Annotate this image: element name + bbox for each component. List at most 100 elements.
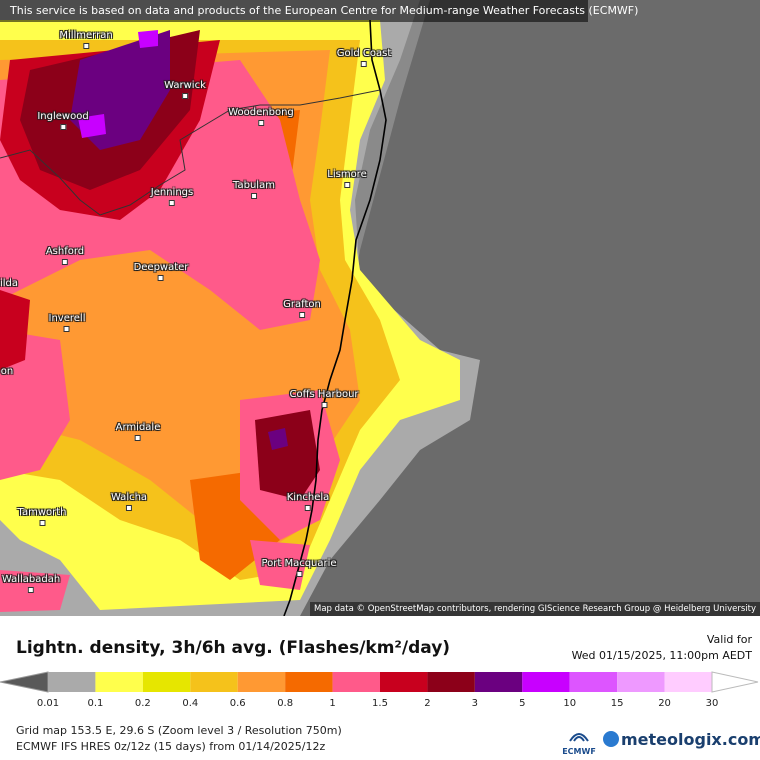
city-marker[interactable]: Kinchela [286, 492, 330, 511]
city-dot [181, 93, 188, 99]
map-data-attribution[interactable]: Map data © OpenStreetMap contributors, r… [310, 602, 760, 616]
city-label: Tamworth [17, 507, 67, 518]
city-dot [83, 43, 89, 49]
precip-purple-2 [268, 428, 288, 450]
precip-pink-4 [250, 540, 310, 590]
city-label: Kinchela [286, 492, 330, 503]
city-dot [304, 505, 311, 511]
city-dot [59, 124, 66, 130]
city-marker[interactable]: Ashford [46, 246, 84, 265]
map-canvas [0, 0, 480, 616]
meteologix-logo[interactable]: meteologix.com [603, 730, 760, 749]
city-marker[interactable]: Jennings [151, 187, 193, 206]
city-marker[interactable]: Grafton [283, 299, 321, 318]
precip-magenta-2 [138, 30, 158, 48]
city-dot [62, 259, 68, 265]
meteologix-text: meteologix.com [621, 730, 760, 749]
city-marker[interactable]: Millmerran [59, 30, 113, 49]
colorbar-swatch [522, 672, 570, 692]
colorbar-swatch [142, 672, 191, 692]
city-dot [126, 505, 132, 511]
city-label: Gold Coast [336, 48, 392, 59]
precip-pink-5 [0, 570, 70, 612]
legend-title: Lightn. density, 3h/6h avg. (Flashes/km²… [16, 638, 451, 658]
grid-info: Grid map 153.5 E, 29.6 S (Zoom level 3 /… [16, 724, 342, 737]
city-marker[interactable]: Tamworth [18, 507, 67, 526]
city-dot [27, 587, 34, 593]
city-marker[interactable]: on [1, 366, 13, 377]
colorbar-tick-label: 10 [563, 698, 577, 709]
city-label: Woodenbong [228, 107, 294, 118]
colorbar-arrow-high [711, 671, 759, 693]
city-label: Armidale [115, 422, 161, 433]
city-label: Ashford [45, 246, 85, 257]
city-marker[interactable]: Inverell [48, 313, 86, 332]
city-dot [250, 193, 257, 199]
city-label: Tabulam [233, 180, 275, 191]
coastline [283, 19, 387, 616]
colorbar-tick-label: 30 [705, 698, 719, 709]
colorbar-swatch [617, 672, 665, 692]
lightning-density-map[interactable]: This service is based on data and produc… [0, 0, 760, 616]
city-label: on [0, 366, 14, 377]
city-dot [258, 120, 264, 126]
colorbar-tick-label: 0.01 [36, 698, 60, 709]
ecmwf-attribution: This service is based on data and produc… [0, 0, 638, 22]
colorbar [0, 671, 759, 693]
colorbar-tick-label: 15 [610, 698, 624, 709]
model-info: ECMWF IFS HRES 0z/12z (15 days) from 01/… [16, 740, 326, 753]
city-marker[interactable]: Coffs Harbour [289, 389, 359, 408]
city-dot [344, 182, 350, 188]
city-label: Walcha [110, 492, 148, 503]
city-dot [134, 435, 141, 441]
colorbar-swatch [190, 672, 238, 692]
ecmwf-logo-icon [569, 733, 589, 742]
city-label: Coffs Harbour [289, 389, 359, 400]
city-label: Port Macquarie [261, 558, 337, 569]
city-marker[interactable]: Inglewood [37, 111, 89, 130]
state-border [0, 89, 381, 216]
city-marker[interactable]: Walcha [111, 492, 147, 511]
colorbar-arrow-low [0, 671, 49, 693]
colorbar-tick-label: 0.1 [87, 698, 104, 709]
city-dot [64, 326, 70, 332]
ecmwf-logo-text: ECMWF [562, 747, 596, 756]
colorbar-swatch [664, 672, 712, 692]
colorbar-tick-label: 0.2 [134, 698, 151, 709]
city-dot [158, 275, 164, 281]
city-label: Deepwater [133, 262, 189, 273]
city-marker[interactable]: Wallabadah [2, 574, 60, 593]
colorbar-swatch [285, 672, 333, 692]
colorbar-swatch [48, 672, 96, 692]
city-marker[interactable]: ilda [0, 278, 18, 289]
city-label: Inglewood [37, 111, 89, 122]
city-marker[interactable]: Port Macquarie [261, 558, 337, 577]
colorbar-tick-label: 20 [658, 698, 671, 709]
colorbar-swatch [237, 672, 286, 692]
city-marker[interactable]: Gold Coast [336, 48, 392, 67]
valid-time: Wed 01/15/2025, 11:00pm AEDT [571, 649, 752, 662]
city-dot [299, 312, 305, 318]
city-label: Warwick [164, 80, 206, 91]
colorbar-tick-label: 1 [329, 698, 336, 709]
city-label: Wallabadah [1, 574, 61, 585]
precip-red-2 [0, 290, 30, 370]
city-label: Inverell [48, 313, 86, 324]
city-marker[interactable]: Deepwater [133, 262, 189, 281]
colorbar-tick-label: 1.5 [372, 698, 388, 709]
colorbar-tick-label: 3 [471, 698, 479, 709]
ecmwf-logo[interactable]: ECMWF [561, 728, 597, 756]
city-label: Jennings [150, 187, 194, 198]
colorbar-tick-label: 2 [424, 698, 431, 709]
city-marker[interactable]: Tabulam [233, 180, 275, 199]
meteologix-icon [603, 731, 619, 747]
city-marker[interactable]: Woodenbong [228, 107, 294, 126]
colorbar-swatch [569, 672, 618, 692]
precip-magenta [78, 114, 106, 138]
city-marker[interactable]: Warwick [164, 80, 206, 99]
colorbar-tick-label: 0.6 [229, 698, 246, 709]
city-marker[interactable]: Armidale [115, 422, 161, 441]
colorbar-tick-label: 0.4 [182, 698, 199, 709]
city-marker[interactable]: Lismore [327, 169, 367, 188]
colorbar-swatch [427, 672, 475, 692]
